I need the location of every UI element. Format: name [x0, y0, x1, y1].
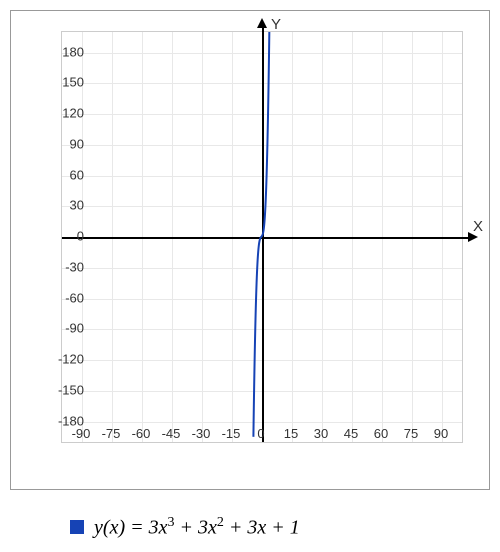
series-curve — [253, 0, 462, 437]
x-tick-label: 60 — [366, 426, 396, 441]
x-axis-label: X — [473, 218, 483, 235]
legend-formula: y(x) = 3x3 + 3x2 + 3x + 1 — [94, 515, 300, 540]
x-tick-label: 45 — [336, 426, 366, 441]
x-tick-label: 30 — [306, 426, 336, 441]
x-tick-label: -15 — [216, 426, 246, 441]
x-tick-label: -60 — [126, 426, 156, 441]
x-tick-label: -30 — [186, 426, 216, 441]
x-tick-label: 15 — [276, 426, 306, 441]
legend: y(x) = 3x3 + 3x2 + 3x + 1 — [10, 515, 490, 540]
x-tick-label: -75 — [96, 426, 126, 441]
y-tick-label: 120 — [44, 106, 84, 121]
y-tick-label: -120 — [44, 352, 84, 367]
y-tick-label: -30 — [44, 259, 84, 274]
y-tick-label: -90 — [44, 321, 84, 336]
y-tick-label: 30 — [44, 198, 84, 213]
y-axis-label: Y — [271, 16, 281, 33]
x-tick-label: 75 — [396, 426, 426, 441]
curve-layer — [62, 32, 462, 442]
y-tick-label: 90 — [44, 136, 84, 151]
y-tick-label: 150 — [44, 75, 84, 90]
x-tick-label: 90 — [426, 426, 456, 441]
chart-frame: Y X -180-150-120-90-60-30030609012015018… — [10, 10, 490, 490]
x-tick-label: 0 — [246, 426, 276, 441]
y-tick-label: -150 — [44, 382, 84, 397]
y-tick-label: -60 — [44, 290, 84, 305]
legend-swatch — [70, 520, 84, 534]
y-tick-label: 60 — [44, 167, 84, 182]
x-tick-label: -90 — [66, 426, 96, 441]
x-tick-label: -45 — [156, 426, 186, 441]
plot-area — [61, 31, 463, 443]
y-tick-label: 0 — [44, 229, 84, 244]
y-tick-label: 180 — [44, 44, 84, 59]
y-axis-arrow — [257, 18, 267, 28]
